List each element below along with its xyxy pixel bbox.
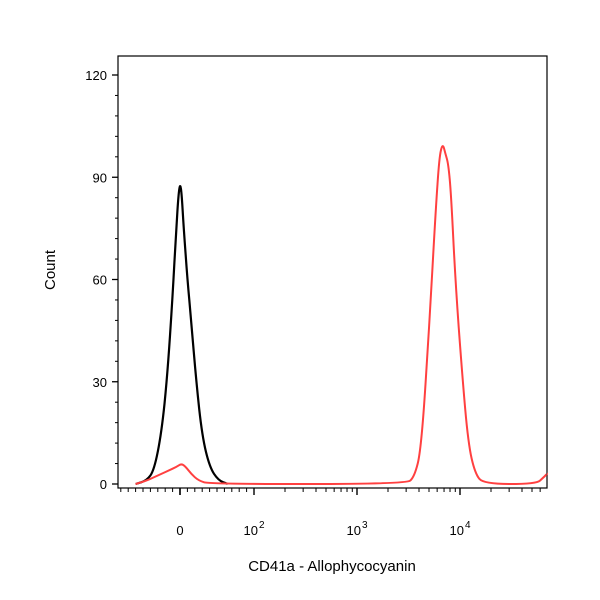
plot-frame <box>117 55 548 489</box>
x-axis-title: CD41a - Allophycocyanin <box>248 558 416 575</box>
series-line-black <box>135 185 229 486</box>
y-tick-label: 120 <box>85 68 107 83</box>
y-tick-label: 90 <box>93 170 107 185</box>
x-axis: 0 102 103 104 <box>120 488 541 538</box>
x-tick-label: 103 <box>346 520 367 538</box>
series-layer <box>135 145 549 486</box>
y-tick-label: 0 <box>100 477 107 492</box>
x-tick-label: 104 <box>449 520 470 538</box>
x-tick-label: 0 <box>176 523 183 538</box>
series-line-red <box>135 145 549 485</box>
x-tick-label: 102 <box>243 520 264 538</box>
y-tick-label: 60 <box>93 273 107 288</box>
y-axis: 0 30 60 90 120 <box>85 68 118 492</box>
y-axis-title: Count <box>42 249 59 290</box>
y-tick-label: 30 <box>93 375 107 390</box>
